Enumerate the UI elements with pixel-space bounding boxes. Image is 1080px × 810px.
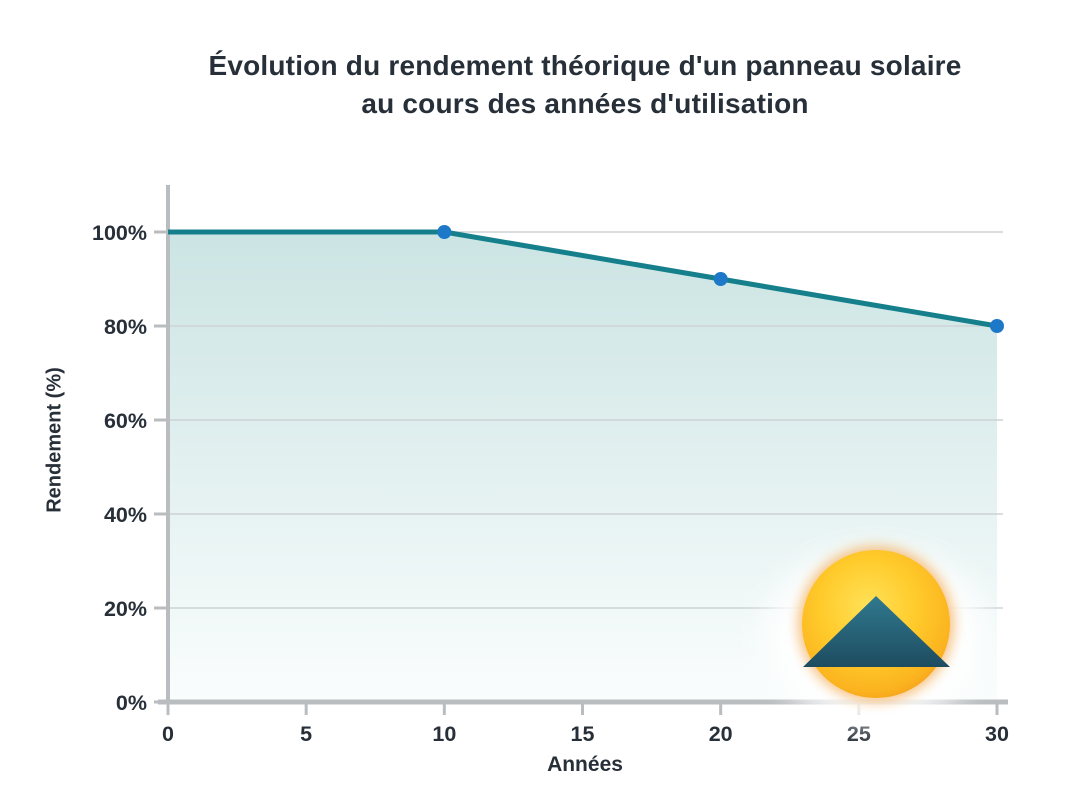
series-line: [168, 229, 998, 329]
data-point-20-90: [713, 272, 728, 286]
data-point-30-80: [990, 319, 1004, 333]
y-tick-label-0: 0%: [116, 691, 147, 715]
x-axis-title: Années: [547, 753, 623, 776]
y-tick-label-40: 40%: [104, 503, 147, 527]
y-tick-label-60: 60%: [104, 409, 147, 433]
x-tick-label-30: 30: [985, 722, 1009, 746]
sun-mountain-logo: [798, 546, 954, 702]
y-tick-label-100: 100%: [92, 221, 147, 245]
y-tick-label-20: 20%: [104, 597, 147, 621]
x-tick-label-15: 15: [571, 722, 595, 746]
chart-title-line2: au cours des années d'utilisation: [361, 88, 809, 119]
x-tick-label-10: 10: [432, 722, 456, 746]
x-tick-label-0: 0: [162, 722, 174, 746]
x-tick-label-5: 5: [300, 722, 312, 746]
x-tick-label-25: 25: [847, 722, 871, 746]
data-point-10-100: [437, 225, 452, 239]
mountain-icon: [803, 596, 950, 667]
chart-title: Évolution du rendement théorique d'un pa…: [95, 47, 1075, 123]
y-tick-label-80: 80%: [104, 315, 147, 339]
y-axis-title: Rendement (%): [43, 367, 66, 513]
chart-title-line1: Évolution du rendement théorique d'un pa…: [208, 50, 962, 81]
x-tick-label-20: 20: [709, 722, 733, 746]
